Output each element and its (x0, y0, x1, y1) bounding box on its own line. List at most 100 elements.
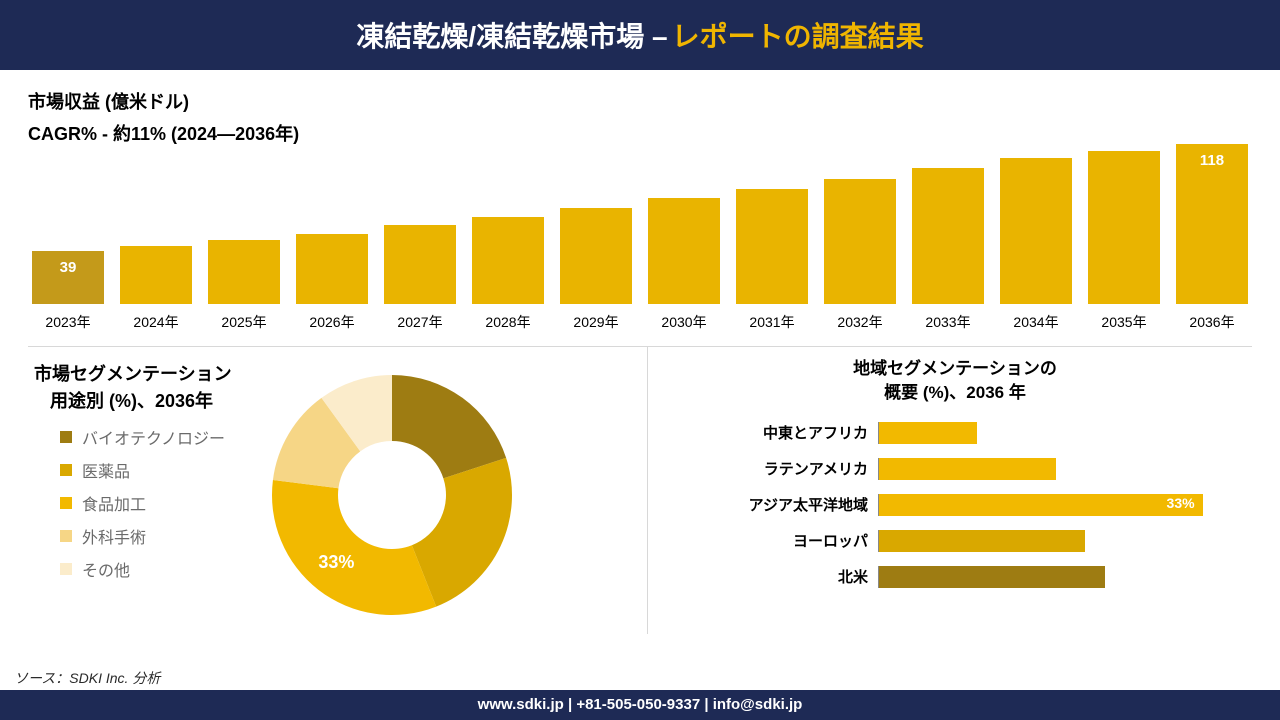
bar (1000, 158, 1072, 304)
hbar-fill (879, 422, 977, 444)
legend-label: バイオテクノロジー (82, 425, 225, 449)
legend-swatch (60, 464, 72, 476)
legend-item: 食品加工 (60, 491, 232, 515)
bar (824, 179, 896, 304)
legend-label: 外科手術 (82, 524, 146, 548)
bar-col (820, 179, 900, 304)
hbar-label: 中東とアフリカ (678, 422, 878, 443)
bar-value-label: 118 (1176, 152, 1248, 169)
report-header: 凍結乾燥/凍結乾燥市場 – レポートの調査結果 (0, 0, 1280, 70)
bar-value-label: 39 (32, 259, 104, 276)
bar-x-label: 2026年 (292, 312, 372, 332)
donut-chart: 33% (262, 365, 522, 625)
hbar-row: アジア太平洋地域 33% (678, 491, 1232, 519)
hbar-fill: 33% (879, 494, 1203, 516)
bar-x-label: 2029年 (556, 312, 636, 332)
region-panel: 地域セグメンテーションの 概要 (%)、2036 年 中東とアフリカラテンアメリ… (648, 347, 1252, 634)
legend-label: 医薬品 (82, 458, 130, 482)
header-title-part2: レポートの調査結果 (672, 15, 924, 55)
hbar-row: 中東とアフリカ (678, 419, 1232, 447)
legend-swatch (60, 563, 72, 575)
bar-col (908, 168, 988, 304)
bar-col (116, 246, 196, 304)
bar-x-label: 2034年 (996, 312, 1076, 332)
bar-col (1084, 151, 1164, 304)
bar-col (556, 208, 636, 304)
revenue-label: 市場収益 (億米ドル) (28, 88, 1252, 114)
bar-col: 39 (28, 251, 108, 304)
legend-item: 医薬品 (60, 458, 232, 482)
region-hbar-chart: 中東とアフリカラテンアメリカアジア太平洋地域 33% ヨーロッパ北米 (678, 419, 1232, 591)
legend-item: 外科手術 (60, 524, 232, 548)
hbar-label: アジア太平洋地域 (678, 494, 878, 515)
hbar-fill (879, 566, 1105, 588)
segmentation-panel: 市場セグメンテーション 用途別 (%)、2036年 バイオテクノロジー医薬品食品… (28, 347, 648, 634)
region-title-1: 地域セグメンテーションの (678, 357, 1232, 381)
bar (560, 208, 632, 304)
hbar-label: ラテンアメリカ (678, 458, 878, 479)
segmentation-title-2: 用途別 (%)、2036年 (50, 388, 232, 415)
bar-col: 118 (1172, 144, 1252, 304)
bar (120, 246, 192, 304)
hbar-fill (879, 530, 1085, 552)
bar-col (204, 240, 284, 304)
donut-slice (272, 480, 436, 615)
hbar-track (878, 422, 1232, 444)
bar-x-label: 2025年 (204, 312, 284, 332)
bar (384, 225, 456, 304)
legend-item: バイオテクノロジー (60, 425, 232, 449)
bar-col (996, 158, 1076, 304)
bar-col (468, 217, 548, 304)
bar-x-label: 2023年 (28, 312, 108, 332)
hbar-row: 北米 (678, 563, 1232, 591)
donut-legend: バイオテクノロジー医薬品食品加工外科手術その他 (60, 425, 232, 581)
bar-x-label: 2030年 (644, 312, 724, 332)
legend-swatch (60, 497, 72, 509)
bar (296, 234, 368, 305)
source-attribution: ソース：SDKI Inc. 分析 (14, 668, 160, 688)
hbar-value-label: 33% (1167, 495, 1195, 511)
bar (648, 198, 720, 304)
bar-x-label: 2036年 (1172, 312, 1252, 332)
region-title-2: 概要 (%)、2036 年 (678, 381, 1232, 405)
hbar-track (878, 566, 1232, 588)
hbar-label: 北米 (678, 566, 878, 587)
hbar-label: ヨーロッパ (678, 530, 878, 551)
hbar-track (878, 530, 1232, 552)
hbar-row: ラテンアメリカ (678, 455, 1232, 483)
legend-label: 食品加工 (82, 491, 146, 515)
hbar-row: ヨーロッパ (678, 527, 1232, 555)
bar (736, 189, 808, 304)
bar-col (732, 189, 812, 304)
bar-col (292, 234, 372, 305)
bar-x-label: 2027年 (380, 312, 460, 332)
bar-col (644, 198, 724, 304)
segmentation-title-1: 市場セグメンテーション (34, 361, 232, 388)
legend-label: その他 (82, 557, 130, 581)
bar: 118 (1176, 144, 1248, 304)
bar (1088, 151, 1160, 304)
bar (912, 168, 984, 304)
legend-item: その他 (60, 557, 232, 581)
footer-contact: www.sdki.jp | +81-505-050-9337 | info@sd… (0, 690, 1280, 720)
header-title-part1: 凍結乾燥/凍結乾燥市場 – (356, 15, 667, 55)
legend-swatch (60, 530, 72, 542)
donut-slice (392, 375, 506, 478)
bar (472, 217, 544, 304)
revenue-bar-chart: 39 118 2023年 2024年 2025年 2026年 2027年 2028年 2029… (28, 112, 1252, 332)
hbar-track (878, 458, 1232, 480)
bar (208, 240, 280, 304)
main-content: 市場収益 (億米ドル) CAGR% - 約11% (2024―2036年) 39… (0, 70, 1280, 634)
bar-col (380, 225, 460, 304)
bar-x-label: 2028年 (468, 312, 548, 332)
hbar-track: 33% (878, 494, 1232, 516)
bar-x-label: 2024年 (116, 312, 196, 332)
bar-x-label: 2031年 (732, 312, 812, 332)
legend-swatch (60, 431, 72, 443)
bar: 39 (32, 251, 104, 304)
donut-slice-label: 33% (318, 552, 354, 573)
lower-panels: 市場セグメンテーション 用途別 (%)、2036年 バイオテクノロジー医薬品食品… (28, 346, 1252, 634)
hbar-fill (879, 458, 1056, 480)
bar-x-label: 2033年 (908, 312, 988, 332)
bar-x-label: 2035年 (1084, 312, 1164, 332)
